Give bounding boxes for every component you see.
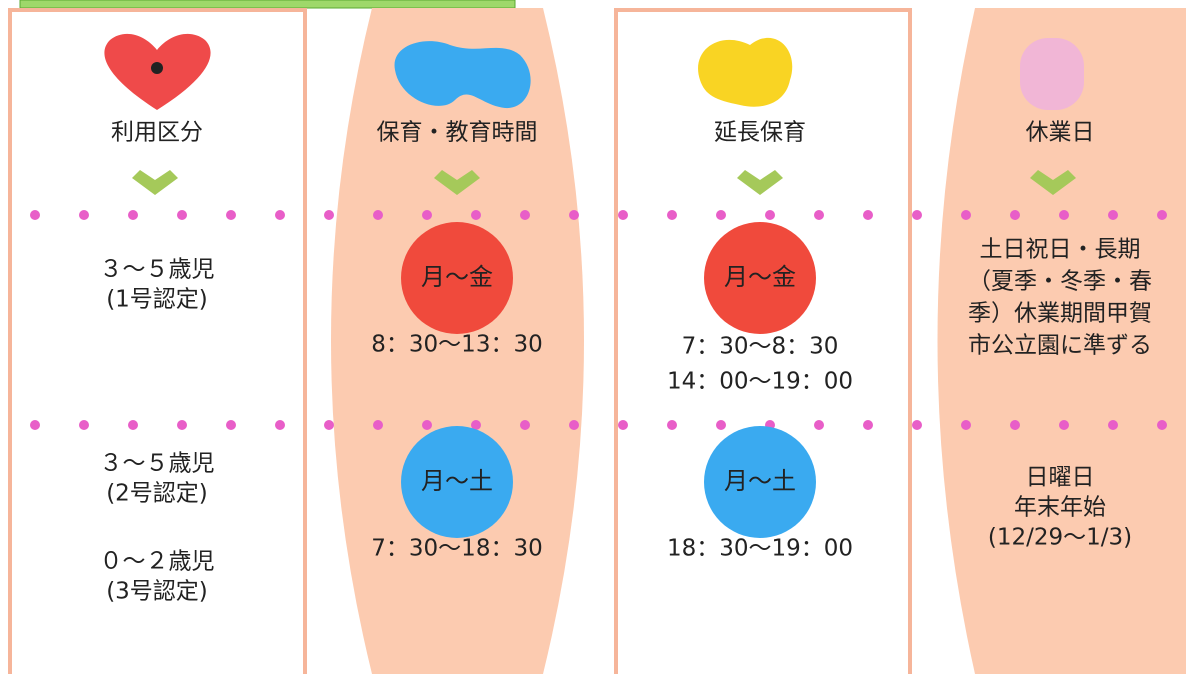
dot (520, 210, 530, 220)
dot (716, 420, 726, 430)
cell-text: ３～５歳児 (100, 451, 215, 477)
dot (1157, 420, 1167, 430)
column-box (614, 8, 912, 674)
dot (128, 420, 138, 430)
dot (1010, 420, 1020, 430)
dot (324, 210, 334, 220)
column-header: 保育・教育時間 (377, 120, 538, 146)
column-lens (937, 8, 1186, 674)
dot (618, 210, 628, 220)
ghost-icon (1020, 38, 1084, 110)
day-badge (704, 222, 816, 334)
dot (1010, 210, 1020, 220)
blob-icon (394, 41, 531, 109)
blob-icon (698, 37, 793, 107)
day-badge-label: 月～土 (421, 467, 493, 495)
dot (471, 420, 481, 430)
cell-text: 14：00～19：00 (667, 369, 853, 395)
cell-text: 季）休業期間甲賀 (968, 301, 1152, 327)
cell-text: ３～５歳児 (100, 257, 215, 283)
dot (814, 210, 824, 220)
dot (961, 420, 971, 430)
dot (275, 420, 285, 430)
dot (569, 420, 579, 430)
dotted-lines (30, 210, 1167, 430)
dot (177, 210, 187, 220)
dot (912, 210, 922, 220)
dot (667, 210, 677, 220)
cell-text: 18：30～19：00 (667, 536, 853, 562)
dot (30, 420, 40, 430)
column-header: 利用区分 (111, 120, 203, 146)
dot (1059, 210, 1069, 220)
cell-text: (3号認定) (106, 579, 208, 605)
cell-text: 年末年始 (1014, 495, 1106, 521)
day-badge (401, 426, 513, 538)
dot (226, 420, 236, 430)
dot (618, 420, 628, 430)
cell-text: (12/29～1/3) (988, 525, 1132, 551)
cell-text: 土日祝日・長期 (980, 237, 1141, 263)
cell-text: 7：30～8：30 (682, 334, 839, 360)
day-badge (704, 426, 816, 538)
cell-text: 7：30～18：30 (371, 536, 542, 562)
column-header: 延長保育 (714, 120, 806, 146)
column-lens (331, 8, 584, 674)
day-badge-label: 月～土 (724, 467, 796, 495)
cell-text: 日曜日 (1026, 465, 1095, 491)
dot (667, 420, 677, 430)
dot (863, 210, 873, 220)
dot (79, 210, 89, 220)
dot (373, 420, 383, 430)
dot (422, 210, 432, 220)
dot (324, 420, 334, 430)
dot (765, 210, 775, 220)
arrows (132, 170, 1076, 195)
dot (79, 420, 89, 430)
cell-text: (2号認定) (106, 481, 208, 507)
dot (863, 420, 873, 430)
dot (1108, 210, 1118, 220)
top-bar (19, 0, 516, 9)
cell-text: （夏季・冬季・春 (968, 269, 1152, 295)
dot (471, 210, 481, 220)
dot (569, 210, 579, 220)
icon-face (151, 62, 163, 74)
day-badge-label: 月～金 (724, 263, 796, 291)
column-box (8, 8, 307, 674)
dot (1059, 420, 1069, 430)
dot (1157, 210, 1167, 220)
dot (520, 420, 530, 430)
dot (30, 210, 40, 220)
dot (814, 420, 824, 430)
cell-text: 市公立園に準ずる (968, 333, 1152, 359)
dot (961, 210, 971, 220)
cell-text: 8：30～13：30 (371, 332, 542, 358)
dot (177, 420, 187, 430)
dot (716, 210, 726, 220)
dot (1108, 420, 1118, 430)
dot (422, 420, 432, 430)
day-badge-label: 月～金 (421, 263, 493, 291)
dot (128, 210, 138, 220)
column-header: 休業日 (1026, 120, 1095, 146)
dot (912, 420, 922, 430)
dot (226, 210, 236, 220)
cell-text: (1号認定) (106, 287, 208, 313)
dot (275, 210, 285, 220)
day-badge (401, 222, 513, 334)
cell-text: ０～２歳児 (100, 549, 215, 575)
dot (373, 210, 383, 220)
